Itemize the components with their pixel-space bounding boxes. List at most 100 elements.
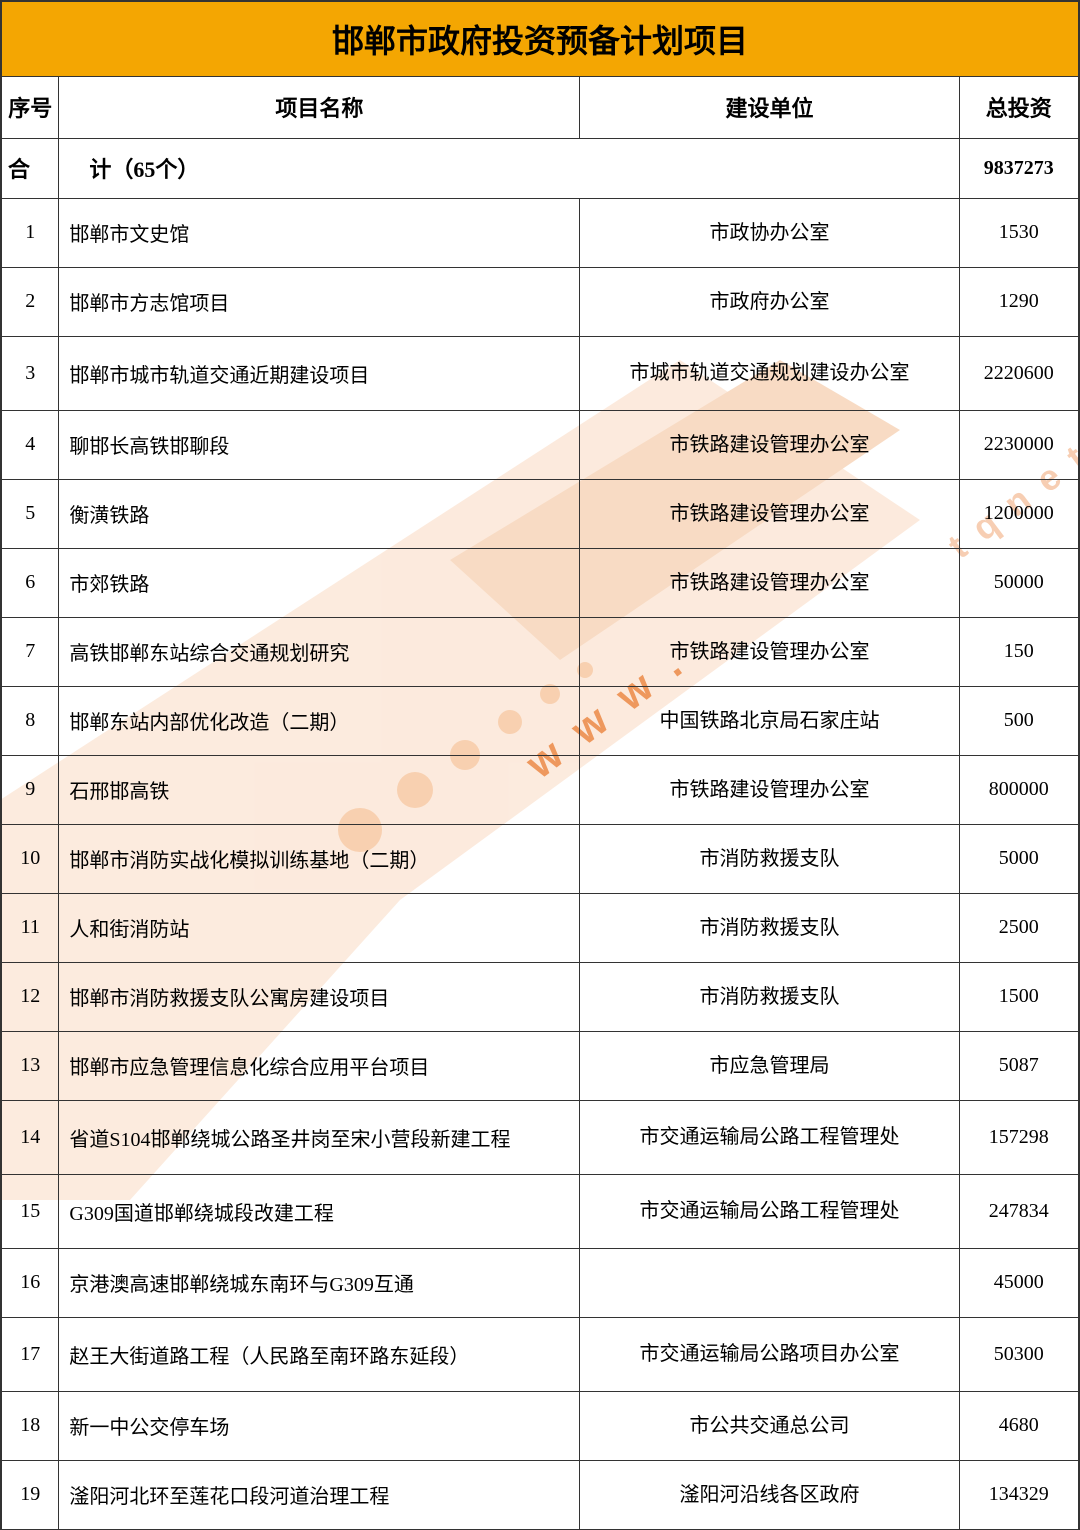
cell-seq: 7 [1, 617, 59, 686]
table-row: 3邯郸市城市轨道交通近期建设项目市城市轨道交通规划建设办公室2220600 [1, 336, 1079, 410]
cell-seq: 9 [1, 755, 59, 824]
table-row: 18新一中公交停车场市公共交通总公司4680 [1, 1391, 1079, 1460]
cell-unit: 市消防救援支队 [580, 893, 959, 962]
header-invest: 总投资 [959, 76, 1079, 138]
cell-invest: 2220600 [959, 336, 1079, 410]
cell-unit: 市政协办公室 [580, 198, 959, 267]
table-title: 邯郸市政府投资预备计划项目 [1, 1, 1079, 76]
cell-name: 邯郸市文史馆 [59, 198, 580, 267]
cell-invest: 50000 [959, 548, 1079, 617]
cell-invest: 500 [959, 686, 1079, 755]
cell-seq: 8 [1, 686, 59, 755]
cell-name: 邯郸市消防实战化模拟训练基地（二期） [59, 824, 580, 893]
cell-invest: 800000 [959, 755, 1079, 824]
table-row: 12邯郸市消防救援支队公寓房建设项目市消防救援支队1500 [1, 962, 1079, 1031]
cell-unit: 滏阳河沿线各区政府 [580, 1460, 959, 1529]
cell-unit: 市交通运输局公路工程管理处 [580, 1174, 959, 1248]
summary-he: 合 [1, 138, 59, 198]
summary-ji: 计（65个） [59, 138, 959, 198]
cell-name: 邯郸市城市轨道交通近期建设项目 [59, 336, 580, 410]
cell-seq: 4 [1, 410, 59, 479]
cell-seq: 18 [1, 1391, 59, 1460]
cell-name: 赵王大街道路工程（人民路至南环路东延段） [59, 1317, 580, 1391]
summary-total: 9837273 [959, 138, 1079, 198]
table-row: 13邯郸市应急管理信息化综合应用平台项目市应急管理局5087 [1, 1031, 1079, 1100]
cell-name: 邯郸市应急管理信息化综合应用平台项目 [59, 1031, 580, 1100]
cell-name: 邯郸市消防救援支队公寓房建设项目 [59, 962, 580, 1031]
investment-table: 邯郸市政府投资预备计划项目 序号 项目名称 建设单位 总投资 合 计（65个） … [0, 0, 1080, 1530]
cell-invest: 1500 [959, 962, 1079, 1031]
cell-seq: 13 [1, 1031, 59, 1100]
cell-unit [580, 1248, 959, 1317]
cell-seq: 3 [1, 336, 59, 410]
cell-seq: 6 [1, 548, 59, 617]
cell-seq: 2 [1, 267, 59, 336]
cell-name: 衡潢铁路 [59, 479, 580, 548]
cell-invest: 134329 [959, 1460, 1079, 1529]
cell-unit: 市铁路建设管理办公室 [580, 755, 959, 824]
table-row: 19滏阳河北环至莲花口段河道治理工程滏阳河沿线各区政府134329 [1, 1460, 1079, 1529]
table-row: 10邯郸市消防实战化模拟训练基地（二期）市消防救援支队5000 [1, 824, 1079, 893]
cell-unit: 市应急管理局 [580, 1031, 959, 1100]
cell-invest: 50300 [959, 1317, 1079, 1391]
cell-unit: 市铁路建设管理办公室 [580, 479, 959, 548]
header-name: 项目名称 [59, 76, 580, 138]
cell-name: 滏阳河北环至莲花口段河道治理工程 [59, 1460, 580, 1529]
cell-seq: 19 [1, 1460, 59, 1529]
header-seq: 序号 [1, 76, 59, 138]
cell-name: 邯郸市方志馆项目 [59, 267, 580, 336]
cell-name: 省道S104邯郸绕城公路圣井岗至宋小营段新建工程 [59, 1100, 580, 1174]
cell-name: 市郊铁路 [59, 548, 580, 617]
cell-unit: 市消防救援支队 [580, 824, 959, 893]
table-row: 8邯郸东站内部优化改造（二期）中国铁路北京局石家庄站500 [1, 686, 1079, 755]
cell-invest: 4680 [959, 1391, 1079, 1460]
cell-invest: 1290 [959, 267, 1079, 336]
table-row: 1邯郸市文史馆市政协办公室1530 [1, 198, 1079, 267]
cell-invest: 1530 [959, 198, 1079, 267]
cell-name: 新一中公交停车场 [59, 1391, 580, 1460]
table-row: 15G309国道邯郸绕城段改建工程市交通运输局公路工程管理处247834 [1, 1174, 1079, 1248]
cell-name: 高铁邯郸东站综合交通规划研究 [59, 617, 580, 686]
cell-invest: 45000 [959, 1248, 1079, 1317]
table-row: 2邯郸市方志馆项目市政府办公室1290 [1, 267, 1079, 336]
cell-unit: 市铁路建设管理办公室 [580, 548, 959, 617]
cell-seq: 12 [1, 962, 59, 1031]
cell-invest: 247834 [959, 1174, 1079, 1248]
cell-name: 邯郸东站内部优化改造（二期） [59, 686, 580, 755]
cell-unit: 中国铁路北京局石家庄站 [580, 686, 959, 755]
cell-invest: 157298 [959, 1100, 1079, 1174]
cell-unit: 市公共交通总公司 [580, 1391, 959, 1460]
cell-unit: 市铁路建设管理办公室 [580, 410, 959, 479]
cell-invest: 2230000 [959, 410, 1079, 479]
cell-invest: 1200000 [959, 479, 1079, 548]
table-row: 4聊邯长高铁邯聊段市铁路建设管理办公室2230000 [1, 410, 1079, 479]
cell-seq: 10 [1, 824, 59, 893]
cell-seq: 1 [1, 198, 59, 267]
cell-seq: 17 [1, 1317, 59, 1391]
cell-seq: 15 [1, 1174, 59, 1248]
cell-unit: 市交通运输局公路工程管理处 [580, 1100, 959, 1174]
table-row: 17赵王大街道路工程（人民路至南环路东延段）市交通运输局公路项目办公室50300 [1, 1317, 1079, 1391]
cell-invest: 5000 [959, 824, 1079, 893]
cell-unit: 市政府办公室 [580, 267, 959, 336]
cell-unit: 市消防救援支队 [580, 962, 959, 1031]
cell-seq: 5 [1, 479, 59, 548]
cell-seq: 14 [1, 1100, 59, 1174]
cell-name: 聊邯长高铁邯聊段 [59, 410, 580, 479]
cell-name: G309国道邯郸绕城段改建工程 [59, 1174, 580, 1248]
table-row: 7高铁邯郸东站综合交通规划研究市铁路建设管理办公室150 [1, 617, 1079, 686]
table-row: 16京港澳高速邯郸绕城东南环与G309互通 45000 [1, 1248, 1079, 1317]
cell-unit: 市交通运输局公路项目办公室 [580, 1317, 959, 1391]
cell-unit: 市城市轨道交通规划建设办公室 [580, 336, 959, 410]
table-row: 14省道S104邯郸绕城公路圣井岗至宋小营段新建工程市交通运输局公路工程管理处1… [1, 1100, 1079, 1174]
cell-invest: 150 [959, 617, 1079, 686]
cell-seq: 11 [1, 893, 59, 962]
cell-invest: 2500 [959, 893, 1079, 962]
table-row: 9石邢邯高铁市铁路建设管理办公室800000 [1, 755, 1079, 824]
table-row: 6市郊铁路市铁路建设管理办公室50000 [1, 548, 1079, 617]
cell-unit: 市铁路建设管理办公室 [580, 617, 959, 686]
table-row: 11人和街消防站市消防救援支队2500 [1, 893, 1079, 962]
cell-seq: 16 [1, 1248, 59, 1317]
cell-name: 京港澳高速邯郸绕城东南环与G309互通 [59, 1248, 580, 1317]
cell-name: 人和街消防站 [59, 893, 580, 962]
